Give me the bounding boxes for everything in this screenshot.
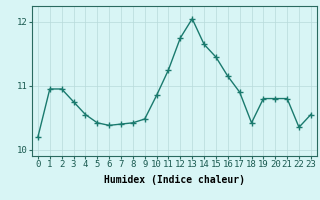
X-axis label: Humidex (Indice chaleur): Humidex (Indice chaleur) (104, 175, 245, 185)
